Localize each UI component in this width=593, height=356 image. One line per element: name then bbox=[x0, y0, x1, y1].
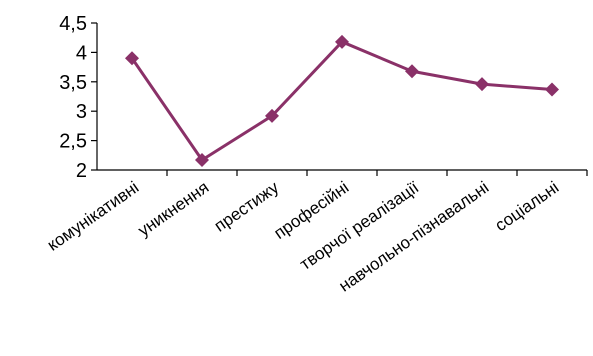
y-tick-label: 2 bbox=[76, 160, 87, 182]
category-label: комунікативні bbox=[44, 178, 143, 255]
y-axis-ticks: 2 2,5 3 3,5 4 4,5 bbox=[59, 13, 97, 182]
data-point-marker bbox=[545, 82, 559, 97]
category-label: соціальні bbox=[492, 178, 563, 235]
category-label: творчої реалізації bbox=[296, 178, 422, 274]
category-labels: комунікативніуникненняпрестижупрофесійні… bbox=[44, 177, 563, 295]
series-line bbox=[130, 40, 553, 162]
data-point-marker bbox=[475, 77, 489, 92]
data-point-marker bbox=[195, 153, 209, 168]
data-point-marker bbox=[265, 108, 279, 123]
y-tick-label: 3,5 bbox=[59, 72, 87, 94]
data-point-marker bbox=[335, 34, 349, 49]
y-tick-label: 3 bbox=[76, 101, 87, 123]
y-tick-label: 2,5 bbox=[59, 131, 87, 153]
y-tick-label: 4,5 bbox=[59, 13, 87, 35]
x-axis-ticks bbox=[166, 170, 588, 176]
data-point-marker bbox=[405, 64, 419, 79]
y-tick-label: 4 bbox=[76, 42, 87, 64]
data-point-marker bbox=[125, 51, 139, 66]
series-group bbox=[125, 34, 559, 168]
category-label: уникнення bbox=[135, 178, 213, 240]
